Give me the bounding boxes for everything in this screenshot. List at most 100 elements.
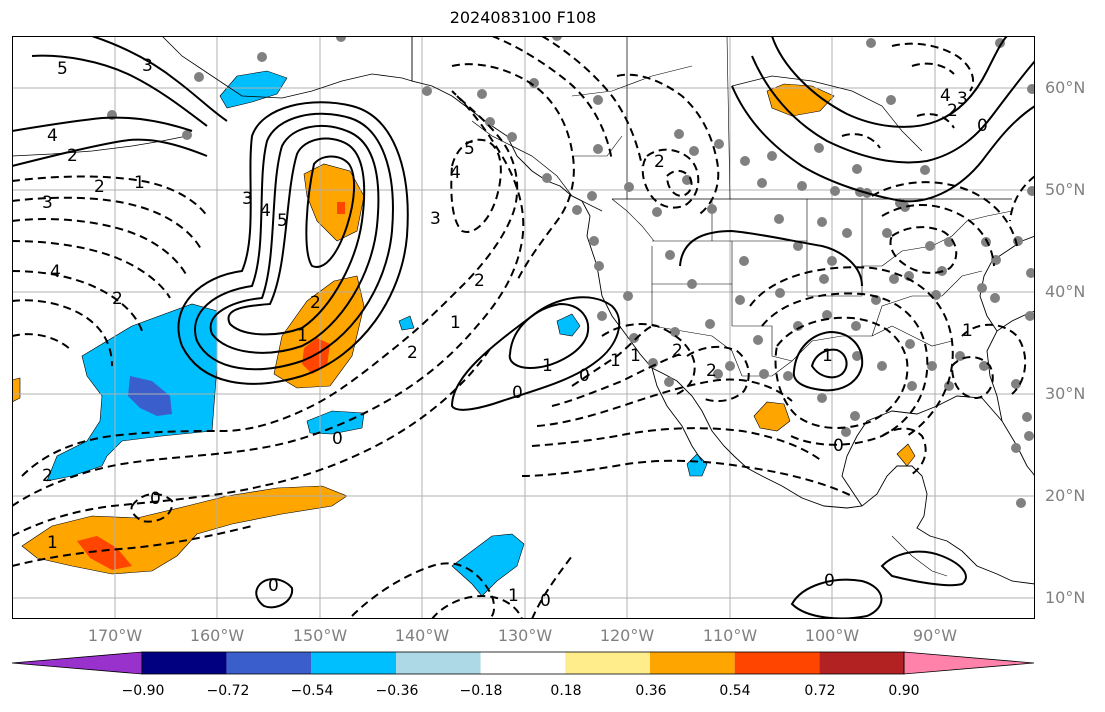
contour-label: 2 (654, 152, 665, 172)
contour-label: 4 (47, 126, 58, 146)
longitude-label: 140°W (394, 626, 450, 645)
negative-anomaly-region (219, 70, 288, 109)
longitude-label: 120°W (599, 626, 655, 645)
colorbar-segment (396, 652, 481, 674)
negative-anomaly-region (556, 313, 581, 337)
contour-label: 0 (540, 591, 551, 611)
longitude-label: 100°W (804, 626, 860, 645)
negative-anomaly-region (306, 410, 365, 435)
latitude-label: 20°N (1045, 486, 1086, 505)
coastlines-and-borders (12, 36, 1035, 585)
negative-anomaly-region (398, 315, 415, 331)
contour-label: 0 (977, 116, 988, 136)
contour-label: 3 (430, 209, 441, 229)
colorbar-tick-label: 0.72 (804, 683, 836, 699)
contour-label: 1 (630, 346, 641, 366)
contour-label: 1 (542, 356, 553, 376)
contour-label: 2 (672, 341, 683, 361)
contour-label: 2 (474, 271, 485, 291)
colorbar-segment (650, 652, 735, 674)
colorbar-tick-label: 0.18 (550, 683, 582, 699)
contour-label: 2 (112, 289, 123, 309)
positive-anomaly-region (753, 401, 791, 432)
contour-label: 2 (67, 146, 78, 166)
colorbar-tick-label: −0.36 (375, 683, 419, 699)
colorbar-segment (142, 652, 227, 674)
colorbar-tick-label: 0.36 (635, 683, 667, 699)
colorbar-tick-label: −0.18 (459, 683, 503, 699)
contour-label: 0 (268, 576, 279, 596)
contour-label: 3 (142, 56, 153, 76)
map-panel: 5 4 2 3 4 5 2 1 0 1 1 0 2 0 4 3 2 0 0 3 … (12, 36, 1035, 619)
strong-positive-anomaly-region (77, 536, 132, 570)
contour-label: 1 (822, 346, 833, 366)
contour-label: 5 (57, 59, 68, 79)
negative-anomaly-region (451, 533, 525, 597)
longitude-label: 150°W (292, 626, 348, 645)
contour-label: 0 (824, 571, 835, 591)
contour-label: 4 (450, 163, 461, 183)
contour-label: 2 (947, 101, 958, 121)
contour-label: 2 (42, 466, 53, 486)
contour-label: 3 (242, 189, 253, 209)
negative-anomaly-region (686, 453, 708, 477)
latitude-label: 30°N (1045, 384, 1086, 403)
contour-label: 0 (150, 489, 161, 509)
map-title: 2024083100 F108 (449, 8, 597, 27)
contour-label: 0 (332, 429, 343, 449)
latitude-label: 50°N (1045, 180, 1086, 199)
longitude-label: 160°W (189, 626, 245, 645)
contour-label: 1 (297, 326, 308, 346)
contour-label: 1 (134, 173, 145, 193)
colorbar-segment (565, 652, 650, 674)
colorbar-segment (734, 652, 820, 674)
colorbar-segment (819, 652, 904, 674)
colorbar-tick-label: 0.54 (719, 683, 751, 699)
strong-positive-anomaly-region (337, 202, 345, 214)
contour-label: 0 (512, 383, 523, 403)
contour-label: 2 (310, 293, 321, 313)
positive-anomaly-region (12, 377, 21, 403)
longitude-label: 110°W (702, 626, 758, 645)
longitude-label: 90°W (912, 626, 958, 645)
dashed-contours (12, 36, 1035, 619)
strong-positive-anomaly-region (302, 338, 330, 374)
colorbar-tick-label: 0.90 (888, 683, 920, 699)
contour-label: 1 (508, 586, 519, 606)
longitude-label: 130°W (497, 626, 553, 645)
strong-negative-anomaly-region (128, 376, 172, 416)
latitude-label: 60°N (1045, 78, 1086, 97)
latitude-label: 10°N (1045, 588, 1086, 607)
colorbar (11, 651, 1035, 675)
contour-label: 3 (957, 89, 968, 109)
contour-labels: 5 4 2 3 4 5 2 1 0 1 1 0 2 0 4 3 2 0 0 3 … (42, 56, 988, 611)
contour-label: 4 (260, 201, 271, 221)
colorbar-extend-max (903, 651, 1035, 675)
contour-label: 4 (940, 86, 951, 106)
colorbar-segments (11, 651, 1035, 675)
colorbar-segment (480, 652, 566, 674)
contour-label: 4 (50, 262, 61, 282)
contour-label: 2 (706, 361, 717, 381)
contour-label: 5 (277, 211, 288, 231)
latitude-label: 40°N (1045, 282, 1086, 301)
colorbar-outline (141, 651, 905, 675)
solid-contours (12, 36, 1035, 619)
colorbar-segment (311, 652, 396, 674)
colorbar-segment (226, 652, 312, 674)
colorbar-tick-label: −0.54 (290, 683, 334, 699)
positive-anomaly-region (766, 83, 835, 117)
contour-label: 1 (450, 313, 461, 333)
colorbar-tick-label: −0.90 (121, 683, 165, 699)
contour-label: 3 (42, 193, 53, 213)
contour-label: 1 (47, 533, 58, 553)
contour-label: 5 (464, 139, 475, 159)
contour-label: 0 (579, 366, 590, 386)
graticule (12, 36, 1035, 619)
contour-label: 1 (962, 321, 973, 341)
positive-anomaly-region (896, 443, 916, 467)
contour-label: 1 (610, 351, 621, 371)
longitude-label: 170°W (87, 626, 143, 645)
colorbar-extend-min (11, 651, 143, 675)
shaded-anomaly-layer (12, 70, 916, 597)
